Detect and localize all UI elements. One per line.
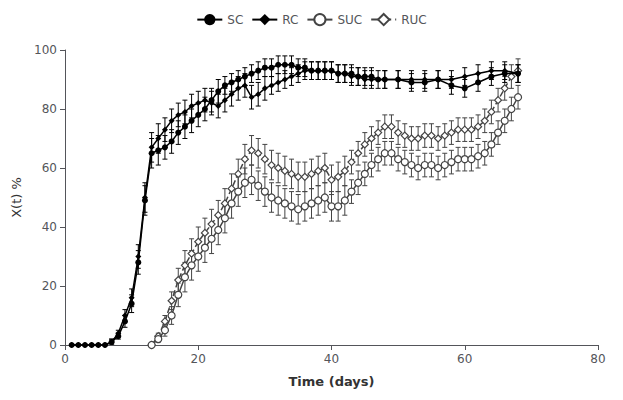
svg-text:100: 100 <box>34 43 57 57</box>
svg-text:0: 0 <box>49 338 57 352</box>
svg-text:RUC: RUC <box>401 13 427 27</box>
svg-text:20: 20 <box>191 352 206 366</box>
svg-text:60: 60 <box>42 161 57 175</box>
svg-text:20: 20 <box>42 279 57 293</box>
svg-text:Time (days): Time (days) <box>289 374 375 389</box>
svg-text:SC: SC <box>227 13 243 27</box>
svg-text:SUC: SUC <box>337 13 362 27</box>
svg-text:40: 40 <box>42 220 57 234</box>
svg-text:80: 80 <box>42 102 57 116</box>
svg-text:80: 80 <box>590 352 605 366</box>
svg-text:0: 0 <box>61 352 69 366</box>
svg-text:RC: RC <box>282 13 298 27</box>
svg-text:X(t) %: X(t) % <box>9 177 24 218</box>
svg-text:40: 40 <box>324 352 339 366</box>
svg-text:60: 60 <box>457 352 472 366</box>
